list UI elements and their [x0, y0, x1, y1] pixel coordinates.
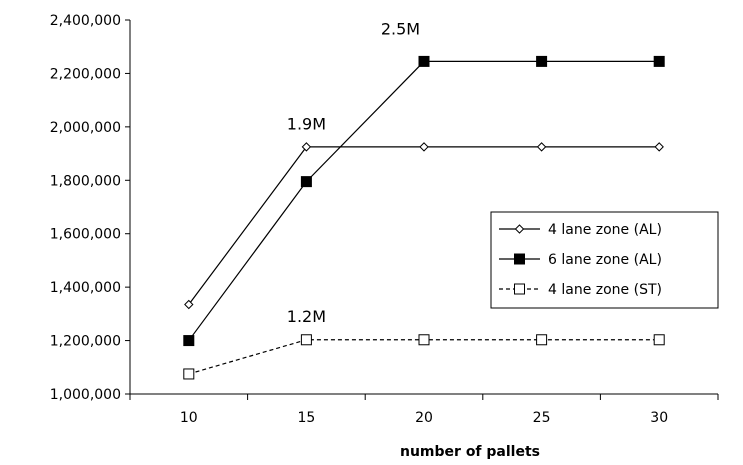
x-tick-label: 25 [533, 410, 551, 426]
y-tick-label: 2,000,000 [50, 120, 121, 136]
legend-label: 4 lane zone (ST) [548, 282, 662, 298]
legend-entry: 4 lane zone (AL) [499, 222, 662, 238]
data-point-marker [419, 142, 429, 152]
y-tick-label: 1,000,000 [50, 387, 121, 403]
data-point-marker [514, 253, 525, 265]
data-point-marker [300, 176, 312, 188]
legend-entry: 4 lane zone (ST) [499, 282, 662, 298]
data-point-marker [536, 55, 548, 67]
series-1 [184, 142, 664, 310]
x-axis-label: number of pallets [400, 444, 540, 460]
data-point-marker [183, 368, 195, 380]
series-group [183, 55, 665, 380]
x-tick-label: 15 [297, 410, 315, 426]
x-tick-label: 10 [180, 410, 198, 426]
data-point-marker [514, 283, 525, 295]
data-point-marker [654, 142, 664, 152]
legend-box [490, 211, 719, 309]
data-label: 1.9M [287, 115, 326, 134]
legend: 4 lane zone (AL) 6 lane zone (AL) 4 lane z… [490, 211, 719, 309]
x-tick-label: 30 [650, 410, 668, 426]
series-2 [183, 55, 665, 347]
data-point-marker [301, 142, 312, 152]
x-tick-label: 20 [415, 410, 433, 426]
data-point-marker [653, 55, 665, 67]
y-axis-ticks: 1,000,000 1,200,000 1,400,000 1,600,000 1,80… [50, 13, 130, 403]
x-axis-ticks: 10 15 20 25 30 [129, 394, 719, 426]
legend-label: 6 lane zone (AL) [548, 252, 662, 268]
y-tick-label: 2,200,000 [50, 66, 121, 82]
data-point-marker [536, 142, 547, 152]
data-point-marker [653, 334, 665, 346]
data-point-marker [183, 335, 195, 347]
data-label: 1.2M [287, 307, 326, 326]
y-tick-label: 2,400,000 [50, 13, 121, 29]
data-point-marker [536, 334, 548, 346]
data-label: 2.5M [381, 20, 420, 39]
legend-entry: 6 lane zone (AL) [499, 252, 662, 268]
y-tick-label: 1,800,000 [50, 173, 121, 189]
series-3 [183, 334, 665, 380]
annotations: 2.5M 1.9M 1.2M [287, 20, 420, 326]
y-tick-label: 1,600,000 [50, 227, 121, 243]
axes [129, 20, 718, 395]
legend-label: 4 lane zone (AL) [548, 222, 662, 238]
data-point-marker [300, 334, 312, 346]
y-tick-label: 1,200,000 [50, 334, 121, 350]
data-point-marker [184, 299, 194, 310]
data-point-marker [514, 224, 525, 234]
data-point-marker [418, 55, 430, 67]
data-point-marker [418, 334, 430, 346]
y-tick-label: 1,400,000 [50, 280, 121, 296]
